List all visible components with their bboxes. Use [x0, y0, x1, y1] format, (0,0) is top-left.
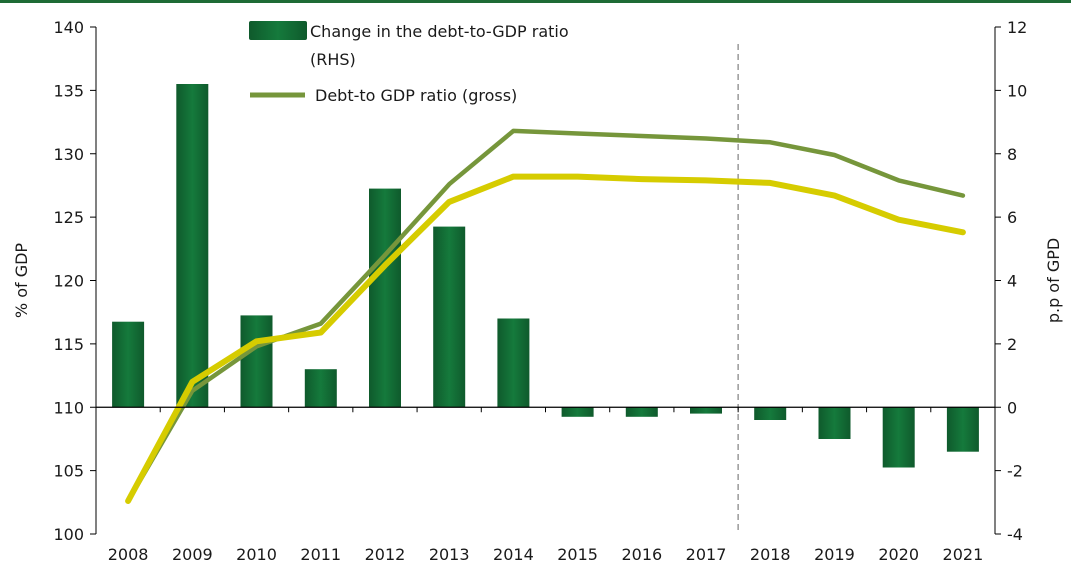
left-tick-label: 135	[53, 81, 84, 100]
top-accent-bar	[0, 0, 1071, 3]
x-tick-label: 2015	[557, 545, 598, 564]
right-tick-label: -2	[1007, 462, 1023, 481]
right-tick-label: 10	[1007, 81, 1027, 100]
axes: 100 105 110 115 120 125 130 135 140 -4 -2 0 2 4 6 8 10 12…	[53, 18, 1027, 564]
x-tick-label: 2018	[750, 545, 791, 564]
x-tick-label: 2012	[365, 545, 406, 564]
x-tick-label: 2017	[686, 545, 727, 564]
x-tick-label: 2014	[493, 545, 534, 564]
bar-2009	[176, 84, 209, 408]
right-tick-label: 12	[1007, 18, 1027, 37]
legend: Change in the debt-to-GDP ratio (RHS) De…	[249, 21, 569, 105]
bar-2020	[882, 407, 915, 468]
right-tick-label: 0	[1007, 398, 1017, 417]
left-tick-label: 130	[53, 145, 84, 164]
right-tick-label: 8	[1007, 145, 1017, 164]
bar-2021	[946, 407, 979, 452]
bar-2013	[433, 226, 466, 408]
yellow-line	[125, 173, 966, 504]
bar-2012	[369, 188, 401, 408]
legend-bar-label-line1: Change in the debt-to-GDP ratio	[310, 22, 569, 41]
left-axis-title: % of GDP	[12, 243, 31, 319]
bar-2011	[304, 369, 337, 408]
bar-2019	[818, 407, 851, 439]
left-tick-label: 110	[53, 398, 84, 417]
right-tick-label: 4	[1007, 272, 1017, 291]
bar-series	[112, 84, 979, 468]
left-tick-label: 105	[53, 462, 84, 481]
x-tick-label: 2010	[236, 545, 277, 564]
left-tick-label: 100	[53, 525, 84, 544]
line-series	[125, 128, 966, 504]
x-tick-label: 2016	[621, 545, 662, 564]
legend-bar-swatch	[249, 21, 307, 40]
bar-2010	[240, 315, 273, 408]
right-tick-label: 2	[1007, 335, 1017, 354]
x-tick-label: 2021	[943, 545, 984, 564]
x-tick-label: 2009	[172, 545, 213, 564]
right-tick-label: -4	[1007, 525, 1023, 544]
legend-line-label: Debt-to GDP ratio (gross)	[315, 86, 517, 105]
bar-2008	[112, 321, 145, 408]
x-tick-label: 2020	[878, 545, 919, 564]
legend-bar-label-line2: (RHS)	[310, 50, 356, 69]
bar-2015	[561, 407, 594, 417]
bar-2017	[690, 407, 722, 414]
x-tick-label: 2008	[108, 545, 149, 564]
right-axis-title: p.p of GPD	[1044, 238, 1063, 323]
bar-2018	[754, 407, 787, 420]
bar-2016	[625, 407, 658, 417]
x-tick-label: 2013	[429, 545, 470, 564]
x-tick-label: 2011	[300, 545, 341, 564]
left-tick-label: 140	[53, 18, 84, 37]
x-tick-label: 2019	[814, 545, 855, 564]
left-tick-label: 120	[53, 272, 84, 291]
left-tick-label: 125	[53, 208, 84, 227]
left-tick-label: 115	[53, 335, 84, 354]
bar-2014	[497, 318, 530, 408]
right-tick-label: 6	[1007, 208, 1017, 227]
